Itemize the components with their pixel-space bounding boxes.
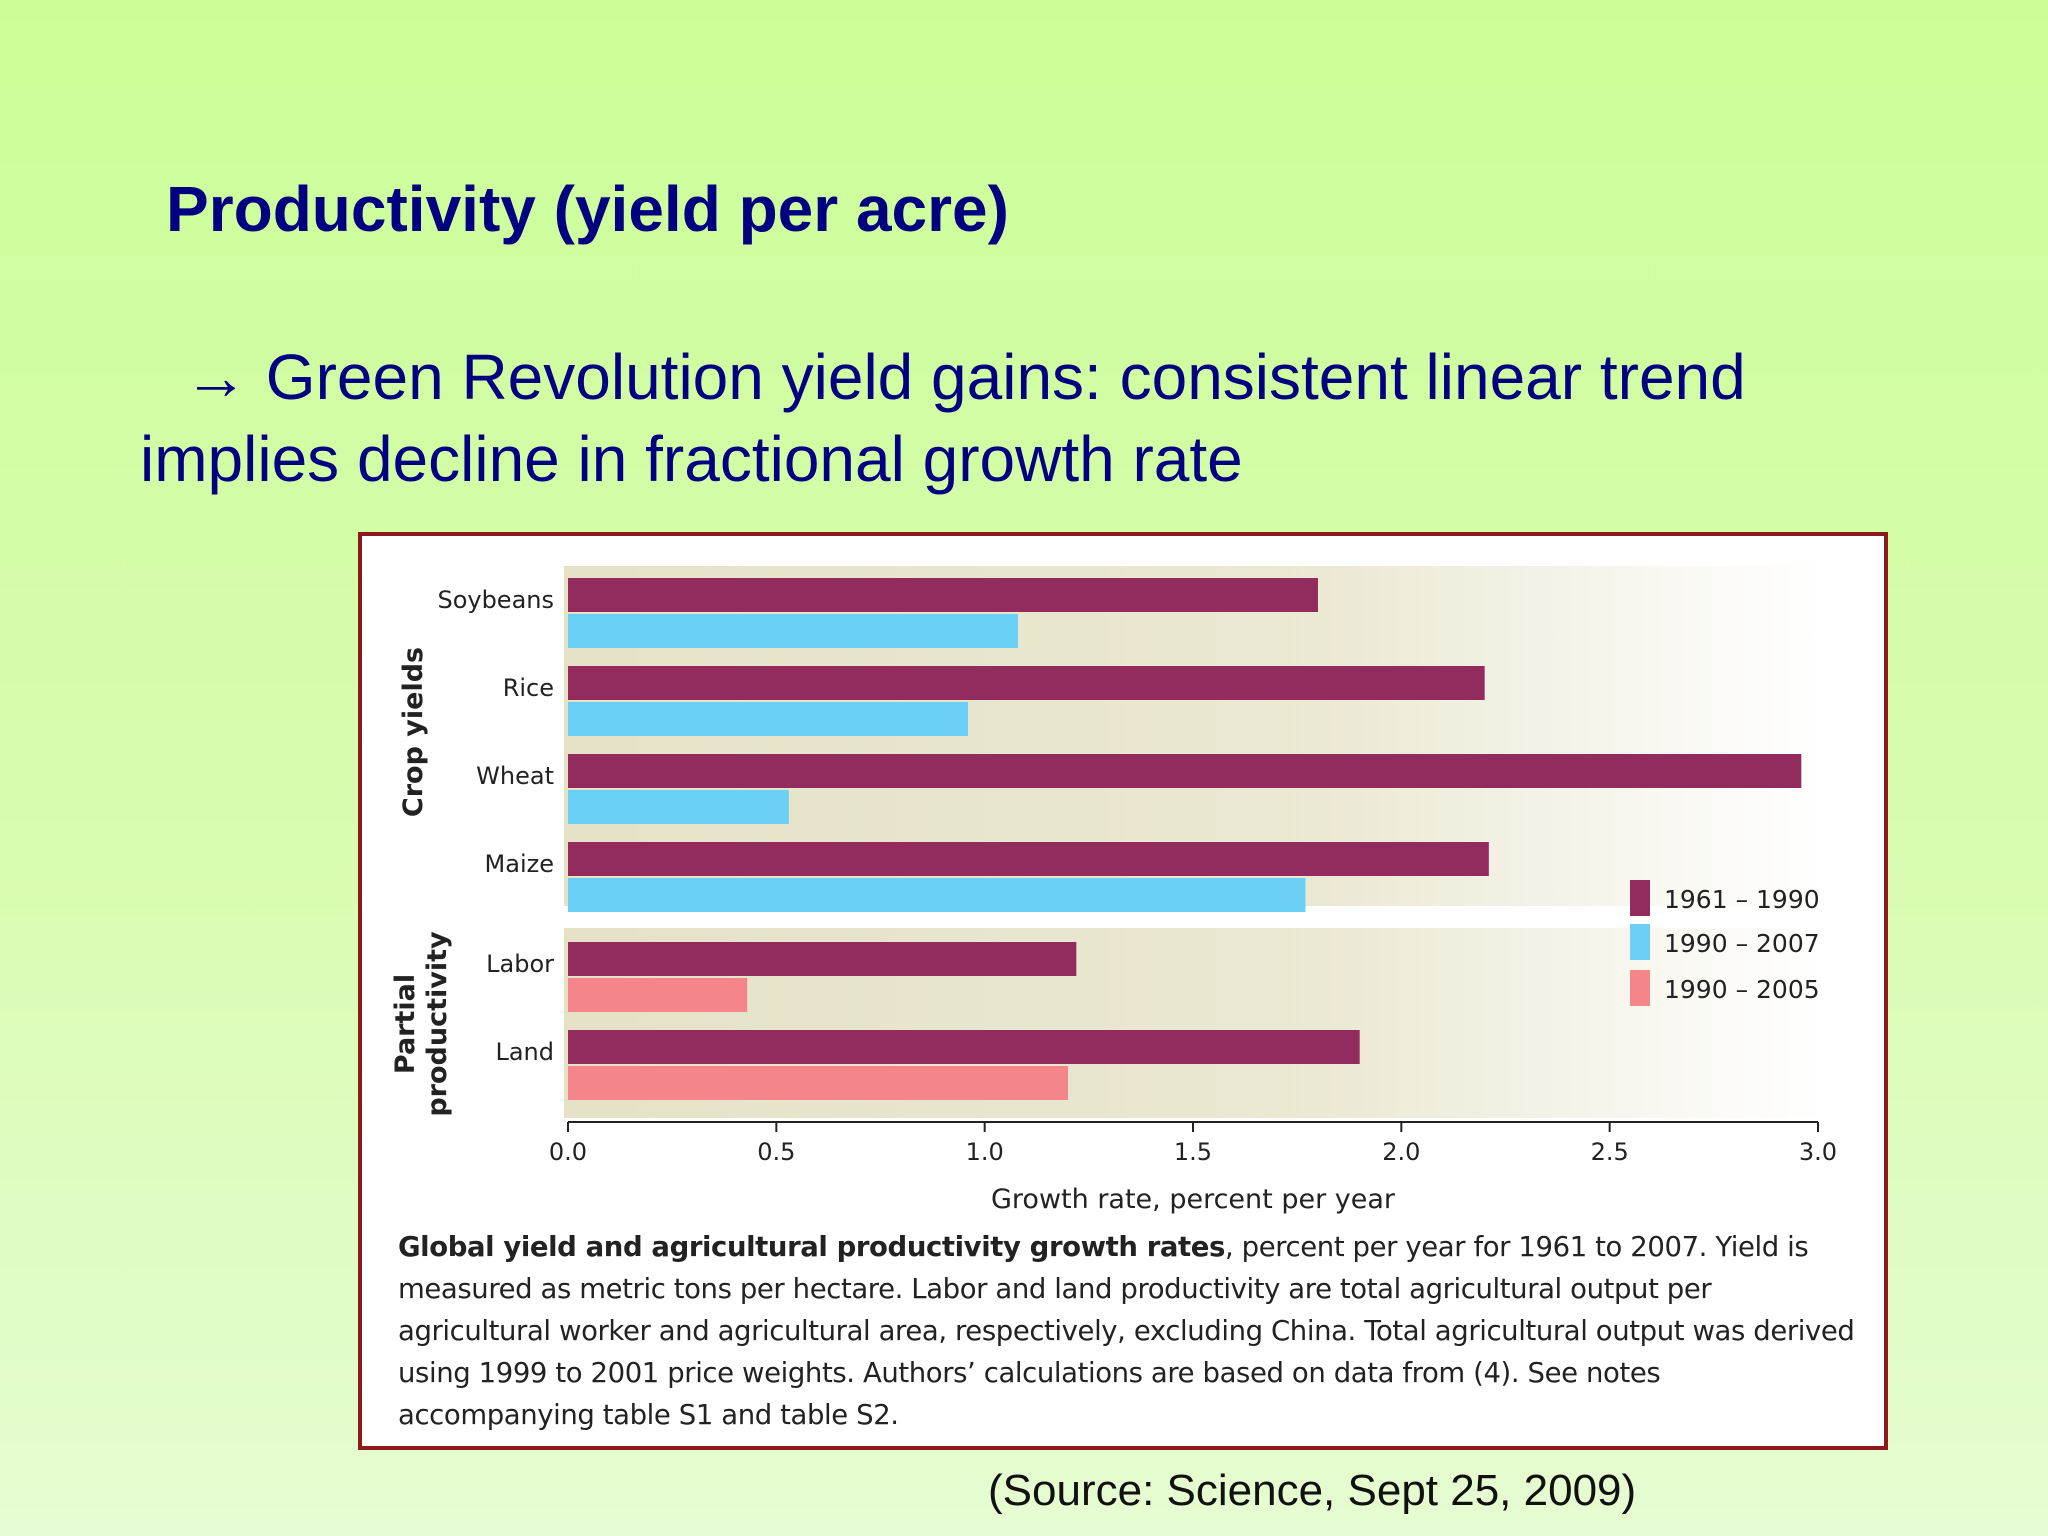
- bar-wheat-0: [568, 754, 1802, 788]
- category-label-land: Land: [495, 1038, 554, 1066]
- bar-soybeans-1: [568, 614, 1018, 648]
- figure-frame: 0.0 0.5 1.0 1.5 2.0 2.5 3.0 Growth rate, percen…: [358, 532, 1888, 1450]
- x-tick-label-3: 1.5: [1174, 1138, 1212, 1166]
- category-label-soybeans: Soybeans: [437, 586, 554, 614]
- bar-wheat-1: [568, 790, 789, 824]
- category-label-wheat: Wheat: [476, 762, 554, 790]
- group-label-productivity: productivity: [422, 931, 453, 1117]
- caption-text: , percent per year for 1961 to 2007. Yie…: [398, 1231, 1855, 1431]
- group-label-crop-yields: Crop yields: [398, 647, 429, 817]
- bar-maize-1: [568, 878, 1306, 912]
- category-label-rice: Rice: [503, 674, 554, 702]
- x-tick-label-4: 2.0: [1382, 1138, 1420, 1166]
- bullet-text: Green Revolution yield gains: consistent…: [140, 341, 1746, 495]
- legend-label-1: 1990 – 2007: [1664, 929, 1820, 958]
- figure-caption: Global yield and agricultural productivi…: [398, 1226, 1856, 1436]
- bar-maize-0: [568, 842, 1489, 876]
- growth-rate-chart: 0.0 0.5 1.0 1.5 2.0 2.5 3.0 Growth rate, percen…: [390, 566, 1837, 1215]
- x-tick-label-1: 0.5: [757, 1138, 795, 1166]
- group-label-partial: Partial: [390, 974, 421, 1074]
- slide-title: Productivity (yield per acre): [166, 173, 1009, 245]
- bar-land-0: [568, 1030, 1360, 1064]
- category-label-labor: Labor: [486, 950, 554, 978]
- legend-label-2: 1990 – 2005: [1664, 975, 1820, 1004]
- legend-swatch-0: [1630, 880, 1650, 916]
- arrow-icon: →: [184, 341, 248, 413]
- x-tick-label-6: 3.0: [1799, 1138, 1837, 1166]
- legend-swatch-2: [1630, 970, 1650, 1006]
- bullet-point: → Green Revolution yield gains: consiste…: [140, 336, 1920, 500]
- x-tick-label-2: 1.0: [966, 1138, 1004, 1166]
- x-tick-label-0: 0.0: [549, 1138, 587, 1166]
- source-note: (Source: Science, Sept 25, 2009): [988, 1466, 1637, 1515]
- bar-labor-0: [568, 942, 1077, 976]
- legend-label-0: 1961 – 1990: [1664, 885, 1820, 914]
- x-axis-title: Growth rate, percent per year: [991, 1184, 1396, 1215]
- bar-land-1: [568, 1066, 1068, 1100]
- x-tick-label-5: 2.5: [1591, 1138, 1629, 1166]
- bar-soybeans-0: [568, 578, 1318, 612]
- bar-labor-1: [568, 978, 748, 1012]
- caption-title: Global yield and agricultural productivi…: [398, 1231, 1225, 1263]
- bar-rice-1: [568, 702, 968, 736]
- legend-swatch-1: [1630, 924, 1650, 960]
- category-label-maize: Maize: [485, 850, 554, 878]
- bar-rice-0: [568, 666, 1485, 700]
